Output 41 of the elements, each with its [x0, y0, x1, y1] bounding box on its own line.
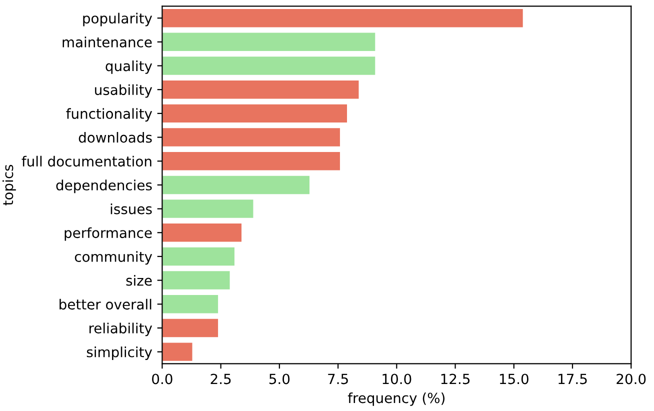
y-tick-label: community — [74, 251, 152, 265]
bar — [162, 32, 376, 52]
y-tick-label: popularity — [83, 12, 152, 26]
bar — [162, 174, 310, 195]
bar — [162, 246, 236, 266]
x-tick-label: 12.5 — [441, 374, 470, 384]
bar — [162, 318, 219, 338]
y-tick-label: maintenance — [62, 36, 152, 48]
bar — [162, 222, 242, 243]
bar — [162, 198, 254, 219]
x-tick-label: 15.0 — [500, 374, 528, 384]
bar — [162, 294, 219, 314]
bar — [162, 80, 360, 100]
y-tick-label: quality — [106, 60, 152, 74]
y-tick-label: better overall — [60, 298, 152, 310]
y-tick-label: downloads — [78, 132, 152, 143]
x-tick-label: 17.5 — [558, 374, 587, 384]
y-tick-label: issues — [110, 204, 152, 214]
y-tick-label: size — [126, 275, 152, 286]
x-axis-title: frequency (%) — [348, 392, 445, 406]
y-tick-label: simplicity — [86, 346, 152, 360]
x-tick-label: 7.5 — [328, 374, 348, 384]
y-tick-label: reliability — [90, 322, 152, 336]
y-tick-label: functionality — [66, 108, 152, 122]
x-tick-label: 0.0 — [152, 374, 172, 384]
x-tick-label: 10.0 — [382, 374, 412, 384]
bar — [162, 56, 376, 76]
y-axis-title: topics — [2, 164, 16, 206]
bar — [162, 103, 348, 124]
bar — [162, 127, 341, 148]
y-tick-label: performance — [64, 227, 152, 241]
y-tick-label: usability — [95, 84, 152, 98]
y-tick-label: dependencies — [56, 180, 152, 194]
bar — [162, 151, 341, 172]
bar — [162, 270, 231, 290]
bar — [162, 342, 194, 362]
x-tick-label: 20.0 — [616, 374, 646, 384]
x-tick-label: 5.0 — [269, 374, 290, 384]
bar — [162, 8, 524, 28]
x-tick-label: 2.5 — [210, 374, 231, 384]
y-tick-label: full documentation — [22, 156, 152, 167]
